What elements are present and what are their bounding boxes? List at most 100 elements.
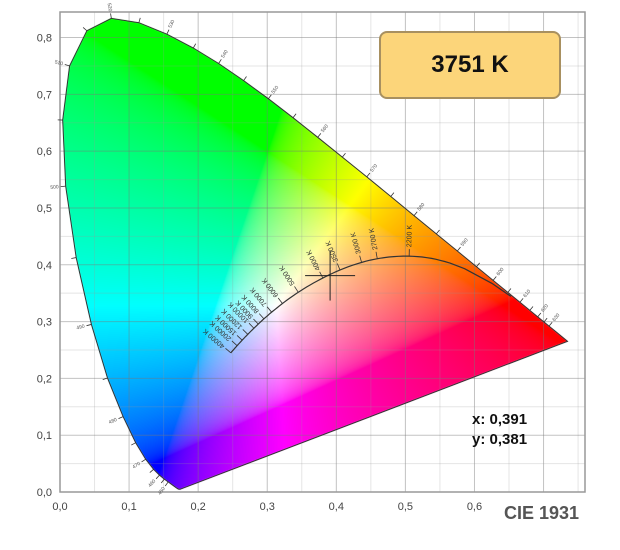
wavelength-label: 490 xyxy=(76,324,86,332)
wavelength-label: 620 xyxy=(540,303,550,313)
planckian-tick-label: 2700 K xyxy=(368,227,379,250)
planckian-tick xyxy=(225,347,232,354)
wavelength-tick xyxy=(138,17,141,23)
y-tick-label: 0,8 xyxy=(37,33,52,45)
wavelength-label: 610 xyxy=(522,289,532,299)
wavelength-tick xyxy=(102,377,108,380)
wavelength-tick xyxy=(82,27,88,32)
wavelength-tick xyxy=(366,172,371,178)
wavelength-tick xyxy=(436,229,440,235)
wavelength-tick xyxy=(519,298,524,303)
wavelength-label: 510 xyxy=(54,59,64,67)
wavelength-tick xyxy=(529,306,534,311)
wavelength-tick xyxy=(218,59,222,64)
wavelength-tick xyxy=(317,133,322,138)
wavelength-tick xyxy=(543,317,548,323)
wavelength-tick xyxy=(192,43,197,49)
wavelength-label: 590 xyxy=(460,237,470,247)
planckian-tick-label: 3000 K xyxy=(350,231,363,255)
wavelength-label: 600 xyxy=(495,267,505,277)
planckian-tick xyxy=(359,255,362,263)
wavelength-label: 470 xyxy=(131,461,141,471)
planckian-tick xyxy=(231,340,238,346)
planckian-locus-line xyxy=(230,255,512,354)
planckian-tick xyxy=(253,318,259,325)
wavelength-tick xyxy=(342,152,346,158)
wavelength-tick xyxy=(160,478,165,484)
planckian-tick xyxy=(319,271,324,279)
planckian-tick xyxy=(258,313,265,320)
wavelength-tick xyxy=(166,29,170,35)
y-tick-label: 0,0 xyxy=(37,487,52,499)
planckian-tick-label: 3500 K xyxy=(325,239,340,262)
y-tick-label: 0,3 xyxy=(37,317,52,329)
x-tick-label: 0,6 xyxy=(467,501,482,513)
x-tick-label: 0,5 xyxy=(398,501,413,513)
wavelength-tick xyxy=(492,276,497,281)
cct-value: 3751 K xyxy=(431,51,509,78)
wavelength-tick xyxy=(71,257,77,259)
wavelength-tick xyxy=(413,211,418,216)
planckian-tick-label: 6000 K xyxy=(261,276,280,298)
wavelength-label: 580 xyxy=(416,202,426,212)
y-tick-label: 0,2 xyxy=(37,373,52,385)
wavelength-label: 520 xyxy=(106,3,113,12)
wavelength-tick xyxy=(86,324,92,327)
x-tick-label: 0,3 xyxy=(260,501,275,513)
wavelength-label: 560 xyxy=(320,123,330,133)
wavelength-tick xyxy=(457,246,461,252)
y-tick-label: 0,5 xyxy=(37,203,52,215)
wavelength-label: 570 xyxy=(369,163,379,173)
wavelength-tick xyxy=(131,442,136,446)
wavelength-label: 480 xyxy=(108,417,118,426)
planckian-tick xyxy=(266,306,272,313)
x-tick-label: 0,1 xyxy=(121,501,136,513)
x-tick-label: 0,0 xyxy=(52,501,67,513)
wavelength-tick xyxy=(476,262,480,268)
wavelength-tick xyxy=(537,312,542,318)
wavelength-tick xyxy=(149,469,154,473)
y-tick-label: 0,7 xyxy=(37,89,52,101)
y-coordinate: y: 0,381 xyxy=(472,431,528,448)
x-coordinate: x: 0,391 xyxy=(472,411,528,428)
planckian-tick-label: 5000 K xyxy=(278,264,296,287)
wavelength-label: 450 xyxy=(157,486,167,496)
planckian-tick-label: 2200 K xyxy=(406,225,414,248)
plot-frame xyxy=(59,11,586,493)
wavelength-tick xyxy=(243,76,247,81)
wavelength-tick xyxy=(507,288,512,293)
y-tick-label: 0,6 xyxy=(37,146,52,158)
wavelength-label: 540 xyxy=(220,49,230,59)
coordinate-readout: x: 0,391 y: 0,381 xyxy=(472,410,527,450)
wavelength-tick xyxy=(164,481,169,487)
wavelength-tick xyxy=(268,94,272,99)
wavelength-label: 460 xyxy=(147,478,157,488)
y-tick-label: 0,1 xyxy=(37,430,52,442)
wavelength-tick xyxy=(110,13,112,19)
spectral-locus-line xyxy=(62,17,569,490)
x-tick-label: 0,4 xyxy=(329,501,344,513)
planckian-tick xyxy=(336,263,341,271)
chart-title: CIE 1931 xyxy=(504,503,580,523)
planckian-tick xyxy=(277,297,283,304)
wavelength-tick xyxy=(141,458,146,463)
planckian-tick xyxy=(294,286,299,293)
planckian-tick xyxy=(242,329,249,335)
cct-badge: 3751 K xyxy=(379,31,561,99)
wavelength-tick xyxy=(390,192,395,197)
planckian-tick-label: 4000 K xyxy=(306,248,323,271)
wavelength-label: 630 xyxy=(551,312,561,322)
x-tick-label: 0,2 xyxy=(191,501,206,513)
planckian-tick xyxy=(236,335,243,341)
wavelength-label: 530 xyxy=(167,19,176,29)
wavelength-tick xyxy=(64,64,70,67)
wavelength-label: 550 xyxy=(270,85,280,95)
wavelength-tick xyxy=(292,113,297,118)
wavelength-tick xyxy=(548,322,553,327)
y-tick-label: 0,4 xyxy=(37,260,52,272)
planckian-tick xyxy=(375,251,378,259)
wavelength-label: 500 xyxy=(50,184,59,191)
planckian-tick xyxy=(248,322,255,329)
wavelength-tick xyxy=(155,474,160,480)
